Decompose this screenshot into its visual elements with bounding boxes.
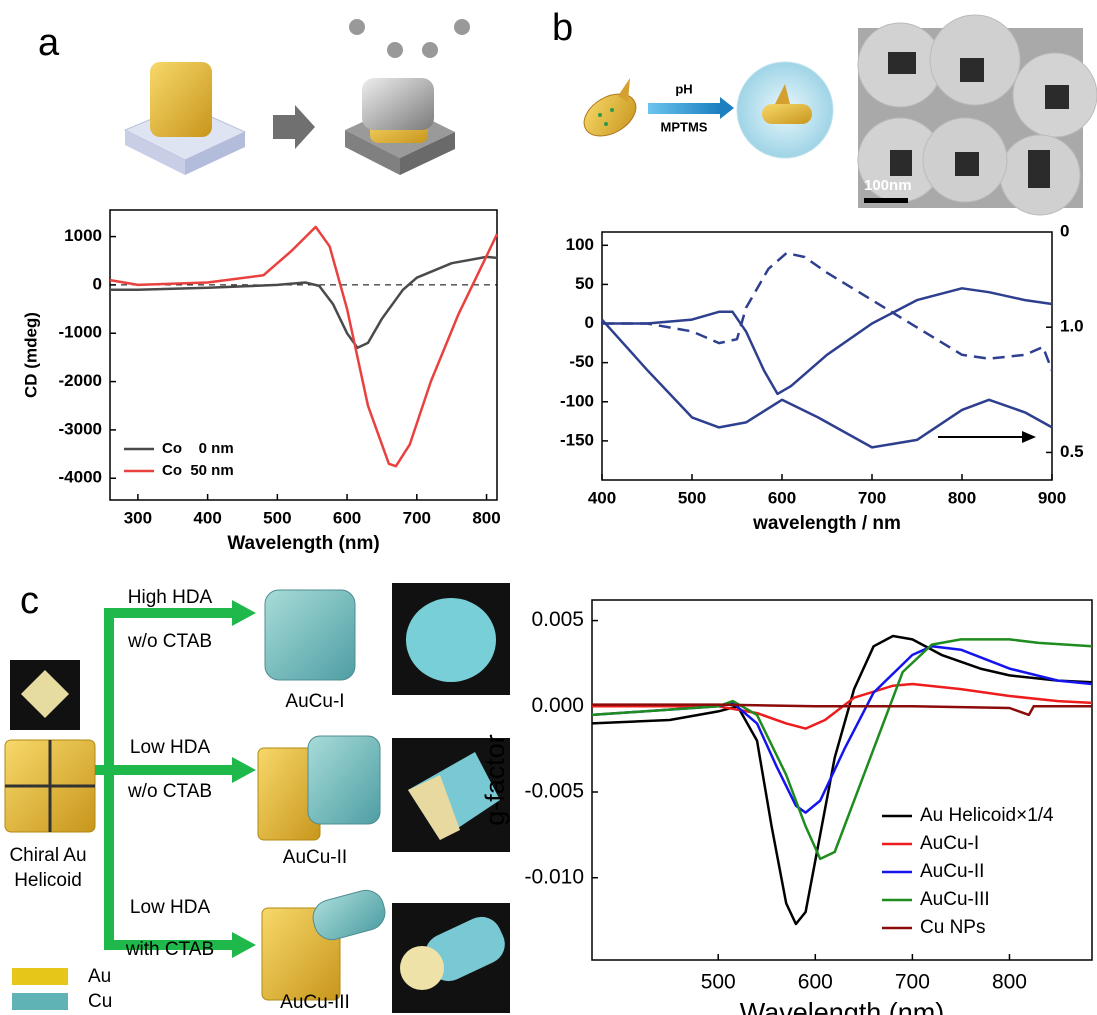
legend-swatch: [12, 968, 68, 985]
y-tick-label: -0.005: [524, 780, 584, 803]
step-label: pH: [675, 81, 692, 96]
legend-label: Co 50 nm: [162, 462, 234, 479]
x-axis-label: Wavelength (nm): [740, 998, 945, 1015]
chart: 400 500 600 700 800 900100500-50-100-1501.00.…: [560, 221, 1084, 534]
series-line: [591, 645, 1093, 814]
panel-label: b: [552, 7, 573, 49]
y2-tick-label: 1.0: [1060, 317, 1084, 336]
x-tick-label: 300: [124, 508, 152, 527]
product-label: AuCu-II: [283, 847, 347, 868]
y-tick-label: 1000: [64, 226, 102, 245]
series-line: [602, 251, 1054, 371]
condition-label: with CTAB: [125, 939, 214, 960]
y-tick-label: 0: [93, 274, 102, 293]
y-tick-label: 0.000: [531, 694, 584, 717]
step-label: MPTMS: [661, 119, 708, 134]
x-tick-label: 600: [768, 488, 796, 507]
x-tick-label: 500: [701, 971, 736, 994]
x-tick-label: 800: [992, 971, 1027, 994]
y-tick-label: -4000: [59, 468, 102, 487]
x-tick-label: 700: [858, 488, 886, 507]
scale-bar-label: 100nm: [864, 177, 912, 194]
arrow: [273, 105, 315, 149]
legend-label: Au: [88, 966, 111, 987]
panel-label: c: [20, 580, 39, 622]
start-label: Chiral Au: [9, 845, 86, 866]
y-tick-label: 50: [575, 274, 594, 293]
legend-label: AuCu-III: [920, 889, 990, 910]
y-tick-label: -100: [560, 391, 594, 410]
panel-label: a: [38, 22, 60, 64]
series-line: [592, 703, 1092, 717]
y-axis-label: g-factor: [480, 734, 510, 826]
y-tick-label: -1000: [59, 323, 102, 342]
y-tick-label: -2000: [59, 371, 102, 390]
chart: 500 600 700 800 0.005 0.000 -0.005 -0.010 Wavele…: [480, 599, 1093, 1015]
condition-label: Low HDA: [130, 897, 211, 918]
y2-tick-label: 0.5: [1060, 442, 1084, 461]
y-tick-label: 0: [585, 313, 594, 332]
legend-label: AuCu-II: [920, 861, 984, 882]
gold-cube: [150, 62, 212, 137]
x-tick-label: 600: [798, 971, 833, 994]
scheme-b: pH MPTMS 100nm: [583, 14, 1097, 443]
scheme-c: [4, 583, 510, 1013]
y-tick-label: -0.010: [524, 865, 584, 888]
product-label: AuCu-III: [280, 992, 350, 1013]
plot-frame: [601, 231, 1053, 481]
scheme-a: [123, 19, 470, 175]
legend-label: Co 0 nm: [162, 440, 234, 457]
condition-label: w/o CTAB: [127, 631, 212, 652]
series-line: [109, 225, 499, 468]
x-tick-label: 700: [403, 508, 431, 527]
series-line: [601, 318, 1053, 449]
y-tick-label: 100: [566, 235, 594, 254]
x-tick-label: 600: [333, 508, 361, 527]
y-tick-label: -3000: [59, 419, 102, 438]
plot-frame: [591, 599, 1093, 961]
x-tick-label: 500: [678, 488, 706, 507]
y-tick-label: 0.005: [531, 608, 584, 631]
y-axis-label: CD (mdeg): [21, 312, 40, 398]
y-tick-label: -150: [560, 430, 594, 449]
x-tick-label: 900: [1038, 488, 1066, 507]
y2-tick-label: 0: [1060, 221, 1069, 240]
x-axis-label: Wavelength (nm): [227, 533, 379, 554]
series-line: [592, 682, 1093, 730]
x-tick-label: 800: [948, 488, 976, 507]
x-tick-label: 700: [895, 971, 930, 994]
series-line: [602, 287, 1053, 396]
series-line: [110, 255, 498, 350]
condition-label: w/o CTAB: [127, 781, 212, 802]
start-label: Helicoid: [14, 870, 82, 891]
x-tick-label: 500: [263, 508, 291, 527]
condition-label: Low HDA: [130, 737, 211, 758]
x-tick-label: 400: [193, 508, 221, 527]
product-label: AuCu-I: [285, 691, 344, 712]
plot-frame: [109, 209, 498, 501]
x-tick-label: 400: [588, 488, 616, 507]
legend-label: Cu NPs: [920, 917, 985, 938]
y-tick-label: -50: [569, 352, 594, 371]
series-line: [591, 634, 1093, 926]
chart: 300 400 500 600 700 800 1000 0 -1000 -2000 -3000 -4…: [21, 209, 501, 554]
x-axis-label: wavelength / nm: [752, 513, 901, 534]
condition-label: High HDA: [128, 587, 213, 608]
legend-label: Au Helicoid×1/4: [920, 805, 1054, 826]
legend-label: Cu: [88, 991, 112, 1012]
x-tick-label: 800: [472, 508, 500, 527]
legend-label: AuCu-I: [920, 833, 979, 854]
legend-swatch: [12, 993, 68, 1010]
